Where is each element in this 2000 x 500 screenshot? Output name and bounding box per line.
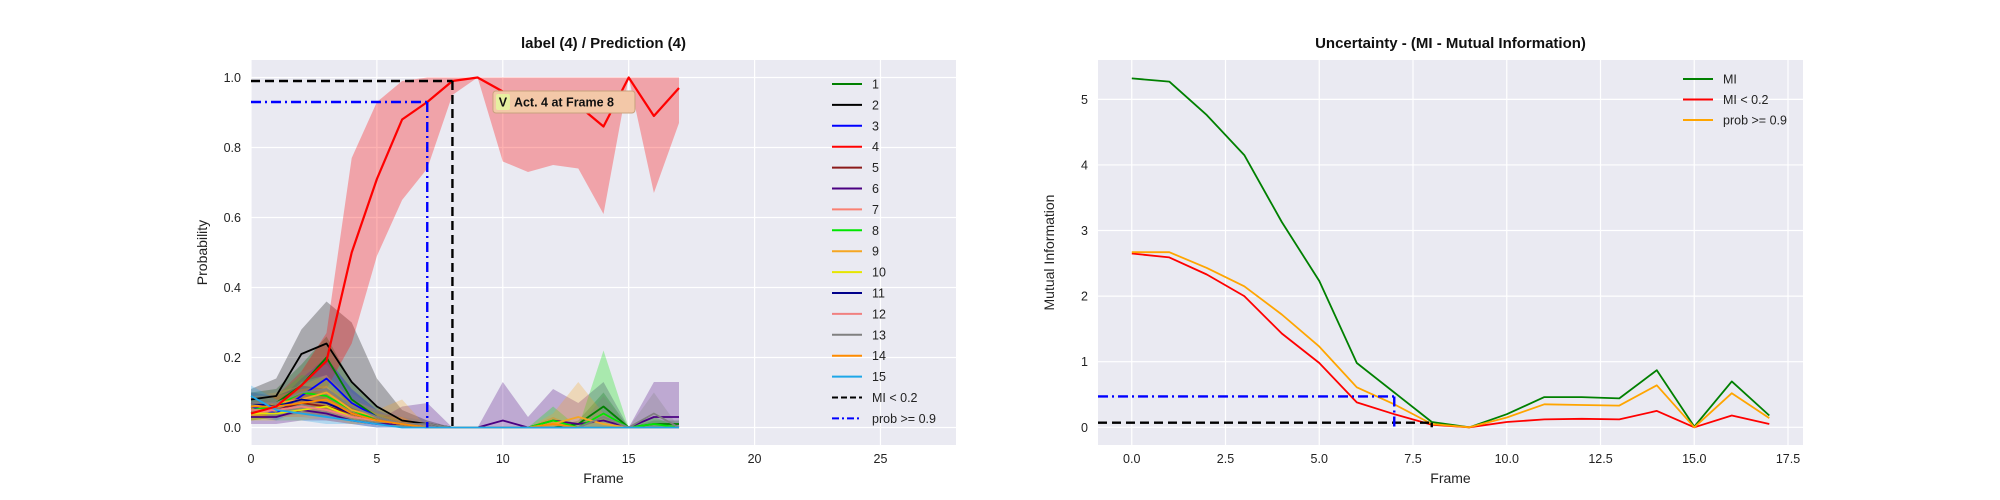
reference-lines	[251, 79, 454, 428]
x-axis-label: Frame	[1430, 470, 1471, 486]
prediction-annotation: V Act. 4 at Frame 8	[492, 90, 636, 114]
y-tick-label: 0.6	[224, 211, 241, 225]
series-lines	[1131, 77, 1770, 429]
legend-label: 10	[872, 266, 886, 280]
x-tick-label: 20	[748, 452, 762, 466]
x-axis-label: Frame	[583, 470, 624, 486]
legend-label: 14	[872, 349, 886, 363]
legend-label: 2	[872, 98, 879, 112]
legend-label: prob >= 0.9	[1723, 114, 1787, 128]
series-line-prob >= 0.9	[1131, 251, 1770, 429]
chart-title: Uncertainty - (MI - Mutual Information)	[1315, 35, 1586, 52]
y-axis-label: Probability	[194, 220, 210, 285]
legend-label: MI	[1723, 73, 1737, 87]
legend-label: 12	[872, 307, 886, 321]
chart-title: label (4) / Prediction (4)	[521, 35, 686, 52]
legend-label: 5	[872, 161, 879, 175]
x-tick-labels: 0.0 2.5 5.0 7.5 10.0 12.5 15.0 17.5	[1123, 452, 1800, 466]
series-lines	[250, 76, 680, 429]
plot-area	[1098, 60, 1803, 445]
x-tick-label: 17.5	[1776, 452, 1800, 466]
x-tick-label: 25	[874, 452, 888, 466]
band-10	[251, 396, 679, 428]
annotation-text: Act. 4 at Frame 8	[514, 96, 614, 110]
legend-label: 7	[872, 203, 879, 217]
band-12	[251, 396, 679, 428]
legend-label: 4	[872, 140, 879, 154]
band-7	[251, 396, 679, 428]
x-tick-label: 7.5	[1404, 452, 1421, 466]
legend-label: MI < 0.2	[872, 391, 918, 405]
x-tick-label: 5	[373, 452, 380, 466]
x-tick-label: 10	[496, 452, 510, 466]
x-tick-label: 5.0	[1311, 452, 1328, 466]
y-tick-label: 0	[1081, 421, 1088, 435]
x-tick-label: 2.5	[1217, 452, 1234, 466]
probability-chart: 0 5 10 15 20 25 0.00.20.40.60.81.0 label (4) …	[194, 35, 956, 486]
y-tick-labels: 0 1 2 3 4 5	[1081, 93, 1088, 435]
y-tick-label: 0.0	[224, 421, 241, 435]
x-tick-label: 15	[622, 452, 636, 466]
legend-label: 8	[872, 224, 879, 238]
band-4	[251, 77, 679, 421]
y-tick-label: 0.2	[224, 351, 241, 365]
x-tick-label: 15.0	[1682, 452, 1706, 466]
x-tick-label: 10.0	[1495, 452, 1519, 466]
y-tick-label: 5	[1081, 93, 1088, 107]
series-line-15	[250, 395, 679, 429]
y-tick-label: 1.0	[224, 71, 241, 85]
series-line-4	[250, 76, 680, 415]
y-tick-label: 3	[1081, 224, 1088, 238]
legend: MI MI < 0.2 prob >= 0.9	[1683, 73, 1787, 128]
legend-label: 15	[872, 370, 886, 384]
legend-label: 3	[872, 119, 879, 133]
annotation-badge-text: V	[499, 96, 508, 110]
band-2	[251, 301, 679, 428]
legend-label: MI < 0.2	[1723, 93, 1769, 107]
x-tick-labels: 0 5 10 15 20 25	[248, 452, 888, 466]
series-line-MI	[1131, 77, 1770, 429]
legend-label: 9	[872, 245, 879, 259]
x-tick-label: 12.5	[1588, 452, 1612, 466]
legend-label: prob >= 0.9	[872, 412, 936, 426]
annotation-box	[492, 90, 636, 114]
y-tick-label: 0.8	[224, 141, 241, 155]
y-tick-label: 1	[1081, 355, 1088, 369]
legend-label: 13	[872, 328, 886, 342]
uncertainty-chart: 0.0 2.5 5.0 7.5 10.0 12.5 15.0 17.5 0 1 2 3 4 5 Unce…	[1041, 35, 1803, 486]
y-tick-label: 4	[1081, 158, 1088, 172]
y-axis-label: Mutual Information	[1041, 195, 1057, 311]
legend-label: 6	[872, 182, 879, 196]
legend-label: 11	[872, 287, 885, 301]
reference-lines	[1098, 395, 1433, 428]
y-tick-label: 2	[1081, 290, 1088, 304]
legend-label: 1	[872, 78, 879, 92]
x-tick-label: 0.0	[1123, 452, 1140, 466]
x-tick-label: 0	[248, 452, 255, 466]
annotation-badge	[495, 94, 510, 110]
y-tick-labels: 0.0 0.2 0.4 0.6 0.8 1.0	[224, 71, 241, 435]
y-tick-label: 0.4	[224, 281, 241, 295]
